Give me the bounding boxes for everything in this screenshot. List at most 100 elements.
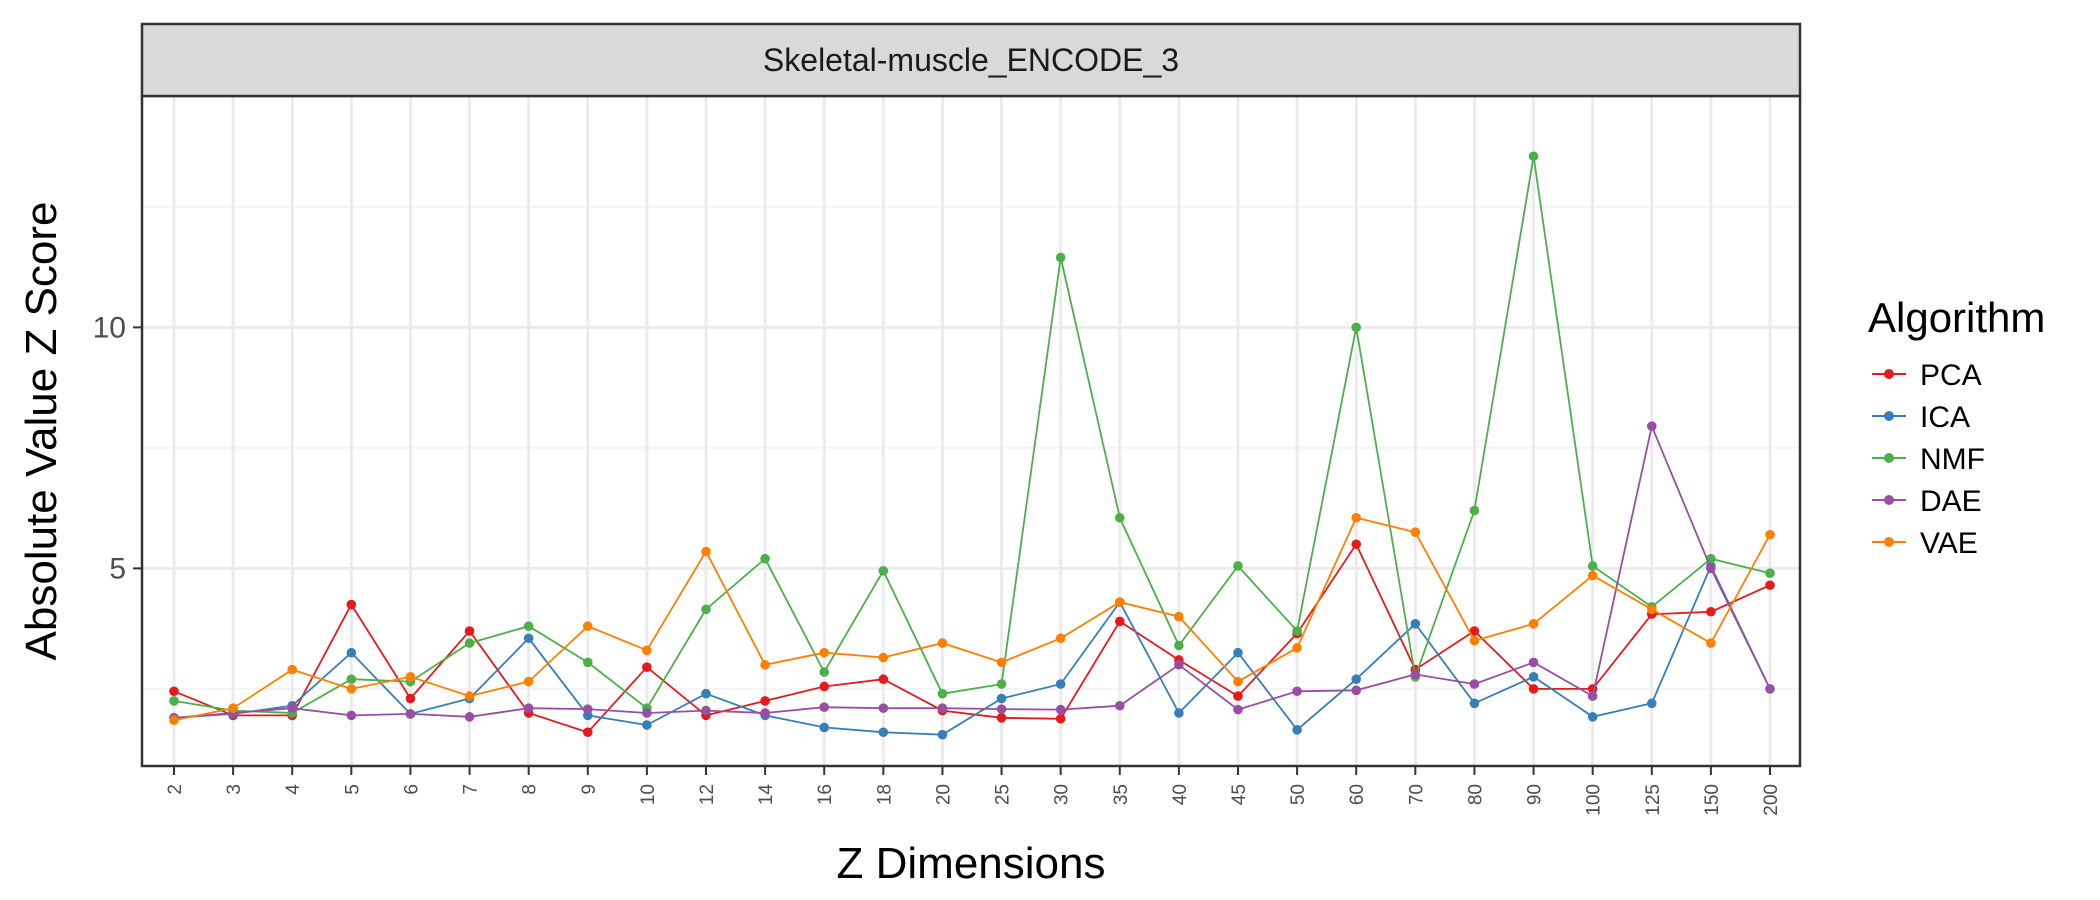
data-point-dae xyxy=(1055,704,1066,715)
data-point-pca xyxy=(582,727,593,738)
data-point-pca xyxy=(1233,691,1243,701)
legend-item-pca: PCA xyxy=(1872,359,1982,392)
series-line-nmf xyxy=(173,156,1771,714)
data-point-vae xyxy=(1646,604,1657,615)
data-point-ica xyxy=(937,729,948,740)
x-tick-label: 70 xyxy=(1406,784,1427,805)
x-tick-label: 14 xyxy=(756,784,777,806)
data-point-nmf xyxy=(819,667,830,677)
y-tick-label: 5 xyxy=(109,552,126,585)
data-point-dae xyxy=(701,705,711,716)
data-point-dae xyxy=(1765,684,1775,694)
series-nmf xyxy=(169,151,1775,718)
data-point-nmf xyxy=(1765,568,1775,578)
x-tick-label: 45 xyxy=(1229,784,1250,805)
legend-title: Algorithm xyxy=(1868,294,2045,341)
data-point-ica xyxy=(1351,674,1362,685)
legend-item-dae: DAE xyxy=(1872,485,1982,518)
legend-label: PCA xyxy=(1920,359,1982,392)
data-point-vae xyxy=(1055,633,1066,644)
x-axis: 2 3 4 5 6 7 8 9 10 12 14 16 18 20 25 30 35 40 45 50 60 70 80 90… xyxy=(165,766,1782,816)
legend-label: VAE xyxy=(1920,527,1978,560)
data-point-pca xyxy=(169,686,179,697)
x-tick-label: 6 xyxy=(401,784,422,795)
series-line-ica xyxy=(173,563,1771,736)
data-point-dae xyxy=(1646,421,1657,431)
legend-key-point xyxy=(1884,495,1894,505)
data-point-dae xyxy=(1174,659,1184,670)
data-point-ica xyxy=(523,633,534,644)
data-point-vae xyxy=(1292,643,1302,653)
data-point-ica xyxy=(819,722,830,733)
series-vae xyxy=(169,512,1775,726)
data-point-vae xyxy=(760,659,770,670)
x-tick-label: 18 xyxy=(874,784,895,805)
data-point-vae xyxy=(701,546,711,557)
data-point-nmf xyxy=(760,553,770,564)
legend-label: ICA xyxy=(1920,401,1970,434)
data-point-vae xyxy=(1469,635,1480,646)
data-point-ica xyxy=(701,688,711,699)
data-point-ica xyxy=(1646,698,1657,709)
x-tick-label: 30 xyxy=(1052,784,1073,805)
data-point-ica xyxy=(1587,712,1598,722)
data-point-ica xyxy=(1469,698,1480,709)
data-point-dae xyxy=(1292,686,1302,697)
data-point-ica xyxy=(878,727,889,738)
data-point-vae xyxy=(405,672,416,682)
data-point-vae xyxy=(169,715,179,726)
data-point-dae xyxy=(642,708,652,718)
data-point-vae xyxy=(996,657,1007,668)
data-point-dae xyxy=(1469,679,1480,689)
data-point-pca xyxy=(819,681,830,692)
data-point-vae xyxy=(1528,619,1539,629)
data-point-dae xyxy=(1114,700,1125,711)
data-point-pca xyxy=(346,599,357,610)
legend-label: DAE xyxy=(1920,485,1982,518)
data-point-nmf xyxy=(582,657,593,668)
data-point-vae xyxy=(228,703,238,713)
data-point-pca xyxy=(405,693,416,704)
x-tick-label: 150 xyxy=(1702,784,1723,816)
data-point-pca xyxy=(1528,684,1539,694)
data-point-pca xyxy=(1351,539,1362,550)
data-point-dae xyxy=(1706,563,1716,574)
data-point-vae xyxy=(346,684,357,694)
data-point-dae xyxy=(819,702,830,712)
data-point-ica xyxy=(1174,708,1184,718)
data-point-nmf xyxy=(1174,640,1184,651)
data-point-pca xyxy=(464,626,475,636)
y-axis-title: Absolute Value Z Score xyxy=(17,202,66,661)
data-point-ica xyxy=(1233,647,1243,658)
x-tick-label: 16 xyxy=(815,784,836,805)
data-point-dae xyxy=(937,703,948,713)
data-point-pca xyxy=(1765,580,1775,591)
data-point-nmf xyxy=(1055,252,1066,263)
data-point-dae xyxy=(996,704,1007,714)
data-point-pca xyxy=(996,712,1007,723)
data-point-nmf xyxy=(1292,626,1302,636)
data-point-nmf xyxy=(169,696,179,706)
x-tick-label: 125 xyxy=(1643,784,1664,816)
data-point-vae xyxy=(1410,527,1421,538)
data-point-dae xyxy=(287,703,298,713)
facet-strip-label: Skeletal-muscle_ENCODE_3 xyxy=(763,42,1179,78)
data-point-nmf xyxy=(1114,512,1125,523)
data-point-vae xyxy=(1174,611,1184,622)
data-point-dae xyxy=(464,712,475,722)
x-tick-label: 25 xyxy=(993,784,1014,805)
data-point-nmf xyxy=(346,674,357,685)
x-tick-label: 12 xyxy=(697,784,718,805)
data-point-ica xyxy=(642,720,652,730)
data-point-dae xyxy=(1351,685,1362,696)
series-dae xyxy=(169,421,1775,723)
data-point-vae xyxy=(819,647,830,658)
legend-key-point xyxy=(1884,411,1894,421)
x-tick-label: 35 xyxy=(1111,784,1132,805)
x-tick-label: 60 xyxy=(1347,784,1368,805)
data-point-dae xyxy=(1233,704,1243,715)
data-point-vae xyxy=(287,664,298,675)
data-point-ica xyxy=(996,693,1007,704)
x-tick-label: 100 xyxy=(1584,784,1605,816)
x-tick-label: 80 xyxy=(1465,784,1486,805)
